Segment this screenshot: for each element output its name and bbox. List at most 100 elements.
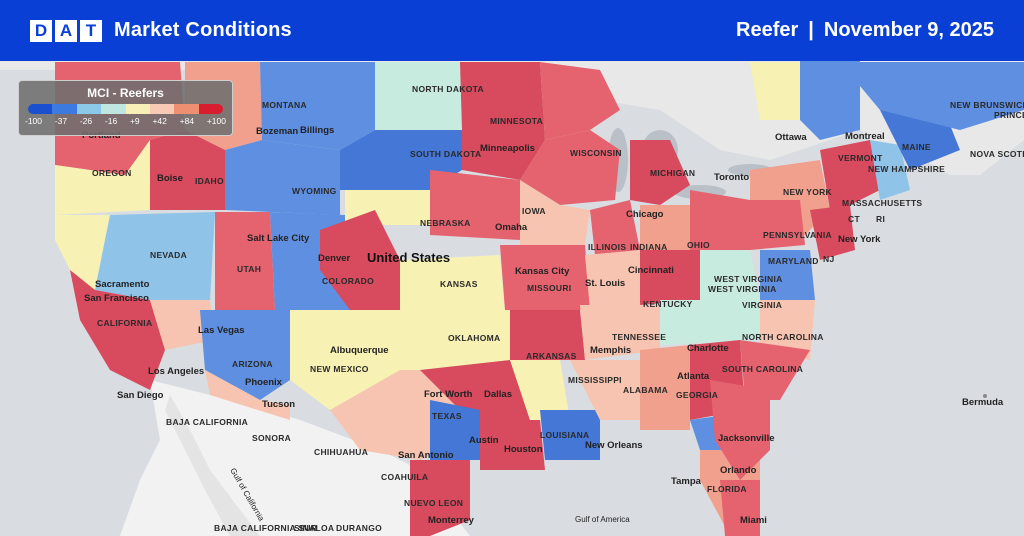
- legend-swatch: [76, 104, 102, 114]
- city-label: Omaha: [495, 222, 528, 233]
- area-austin[interactable]: [430, 400, 480, 460]
- city-label: Charlotte: [687, 343, 729, 354]
- city-label: Ottawa: [775, 132, 807, 143]
- area-dallas[interactable]: [420, 360, 530, 430]
- region-label: MAINE: [902, 142, 931, 152]
- area-new-mexico[interactable]: [290, 310, 400, 410]
- region-label: OREGON: [92, 168, 132, 178]
- area-ottawa[interactable]: [800, 60, 860, 140]
- area-new-jersey[interactable]: [810, 205, 855, 260]
- area-arizona[interactable]: [200, 310, 290, 400]
- area-mississippi[interactable]: [570, 360, 640, 420]
- region-label: TEXAS: [432, 411, 462, 421]
- region-label: NEVADA: [150, 250, 187, 260]
- area-idaho[interactable]: [150, 130, 225, 210]
- city-label: Bermuda: [962, 397, 1004, 408]
- area-arkansas-west[interactable]: [510, 310, 585, 360]
- area-tucson[interactable]: [205, 370, 290, 420]
- area-ontario[interactable]: [750, 62, 800, 120]
- area-tennessee-west[interactable]: [580, 305, 660, 360]
- logo-letter: D: [30, 19, 52, 42]
- city-label: Miami: [740, 515, 767, 526]
- area-ohio[interactable]: [690, 190, 750, 250]
- region-label: VIRGINIA: [742, 300, 782, 310]
- area-minnesota[interactable]: [460, 62, 545, 180]
- area-louisiana[interactable]: [540, 410, 600, 460]
- region-label: IDAHO: [195, 176, 224, 186]
- area-nevada[interactable]: [95, 212, 215, 300]
- region-label: WISCONSIN: [570, 148, 622, 158]
- region-label: OHIO: [687, 240, 710, 250]
- region-label: NOVA SCOTIA: [970, 149, 1024, 159]
- region-label: LOUISIANA: [540, 430, 589, 440]
- area-cincinnati[interactable]: [640, 250, 700, 305]
- area-duluth[interactable]: [540, 62, 620, 140]
- area-south-texas[interactable]: [410, 460, 470, 536]
- region-label: COLORADO: [322, 276, 374, 286]
- area-st-louis[interactable]: [585, 250, 640, 310]
- city-label: Sacramento: [95, 279, 150, 290]
- area-wisconsin[interactable]: [520, 130, 620, 205]
- legend-tick: +100: [206, 116, 226, 126]
- area-kansas[interactable]: [400, 255, 505, 310]
- city-label: Boise: [157, 173, 183, 184]
- legend-tick: +9: [129, 116, 140, 126]
- region-label: MISSISSIPPI: [568, 375, 622, 385]
- header-meta: Reefer | November 9, 2025: [736, 19, 994, 42]
- area-alabama[interactable]: [640, 345, 690, 430]
- area-west-virginia[interactable]: [700, 250, 760, 300]
- logo-letter: T: [80, 19, 102, 42]
- area-houston[interactable]: [480, 420, 545, 470]
- area-illinois-north[interactable]: [590, 200, 640, 255]
- area-pennsylvania[interactable]: [750, 200, 805, 250]
- area-utah[interactable]: [215, 212, 275, 310]
- area-south-carolina[interactable]: [740, 340, 810, 400]
- area-quebec[interactable]: [840, 62, 1024, 130]
- area-michigan[interactable]: [630, 140, 690, 205]
- area-miami[interactable]: [720, 480, 760, 536]
- area-nebraska[interactable]: [430, 170, 520, 240]
- area-montana-east[interactable]: [260, 62, 375, 150]
- area-kansas-city[interactable]: [500, 245, 590, 310]
- area-iowa[interactable]: [520, 180, 590, 245]
- region-label: NEBRASKA: [420, 218, 471, 228]
- area-jacksonville[interactable]: [710, 380, 770, 480]
- region-label: MICHIGAN: [650, 168, 695, 178]
- region-label: SONORA: [252, 433, 291, 443]
- area-n-california[interactable]: [55, 215, 110, 290]
- area-las-vegas[interactable]: [150, 300, 215, 350]
- region-label: SOUTH CAROLINA: [722, 364, 803, 374]
- area-oregon[interactable]: [55, 140, 150, 215]
- city-label: Houston: [504, 444, 543, 455]
- region-label: ARIZONA: [232, 359, 273, 369]
- mexico-land: [120, 380, 470, 536]
- product-title: Market Conditions: [114, 19, 292, 41]
- region-label: SINALOA: [294, 523, 334, 533]
- equipment-label: Reefer: [736, 19, 799, 41]
- city-label: Atlanta: [677, 371, 710, 382]
- area-north-dakota[interactable]: [375, 62, 462, 130]
- city-label: San Antonio: [398, 450, 454, 461]
- legend-swatch: [125, 104, 150, 114]
- area-new-hampshire[interactable]: [870, 140, 910, 200]
- region-label: IOWA: [522, 206, 546, 216]
- region-label: ARKANSAS: [526, 351, 577, 361]
- city-label: Orlando: [720, 465, 757, 476]
- city-label: Phoenix: [245, 377, 283, 388]
- area-wyoming[interactable]: [225, 140, 340, 215]
- area-arkansas-south[interactable]: [510, 360, 570, 420]
- legend-tick: -100: [25, 116, 43, 126]
- area-california[interactable]: [70, 270, 165, 390]
- area-tennessee[interactable]: [660, 300, 760, 345]
- area-denver[interactable]: [320, 210, 400, 310]
- city-label: Chicago: [626, 209, 664, 220]
- area-virginia[interactable]: [760, 250, 815, 300]
- region-label: NORTH DAKOTA: [412, 84, 484, 94]
- area-vermont-ny[interactable]: [820, 140, 880, 210]
- area-oklahoma[interactable]: [400, 310, 510, 370]
- region-label: PRINCE EDWARD ISLAND: [994, 110, 1024, 120]
- city-label: Billings: [300, 125, 334, 136]
- legend-swatch: [198, 104, 223, 114]
- area-indiana[interactable]: [640, 205, 690, 250]
- region-label: CHIHUAHUA: [314, 447, 368, 457]
